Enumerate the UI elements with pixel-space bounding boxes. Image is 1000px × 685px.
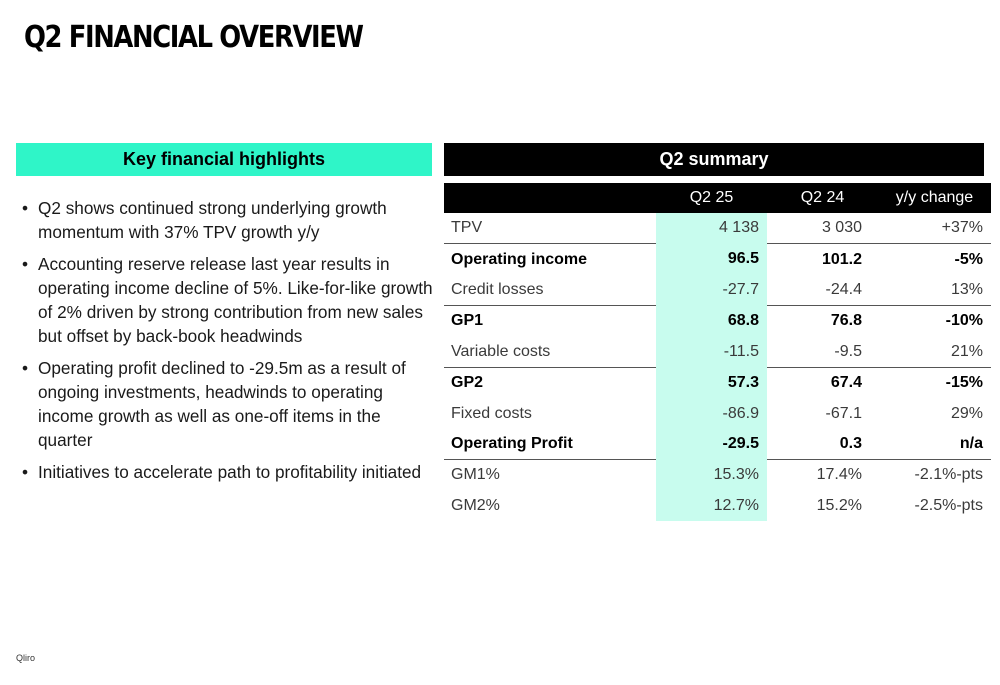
cell-q2-25: 15.3%: [656, 459, 767, 491]
cell-q2-25: -29.5: [656, 428, 767, 460]
table-row: Operating Profit -29.5 0.3 n/a: [444, 428, 991, 460]
cell-q2-25: 57.3: [656, 367, 767, 399]
row-label: GM1%: [444, 459, 656, 491]
table-row: Credit losses -27.7 -24.4 13%: [444, 274, 991, 306]
highlights-list: • Q2 shows continued strong underlying g…: [22, 196, 434, 492]
cell-q2-25: -27.7: [656, 274, 767, 306]
cell-q2-25: 96.5: [656, 243, 767, 275]
highlights-header: Key financial highlights: [16, 143, 432, 176]
footer-logo: Qliro: [16, 653, 36, 663]
table-row: GP1 68.8 76.8 -10%: [444, 305, 991, 337]
cell-q2-24: -9.5: [834, 342, 862, 360]
cell-q2-24: 67.4: [767, 366, 878, 399]
cell-yy-change: 29%: [950, 404, 983, 422]
cell-q2-24: 15.2%: [816, 496, 862, 514]
cell-yy-change: +37%: [941, 219, 983, 237]
row-label: Variable costs: [451, 342, 551, 360]
row-label: Fixed costs: [451, 404, 532, 422]
column-header-yy-change: y/y change: [878, 183, 991, 213]
highlight-item: • Operating profit declined to -29.5m as…: [22, 356, 434, 452]
cell-q2-25: 68.8: [656, 305, 767, 337]
cell-q2-24: 101.2: [767, 243, 878, 275]
column-header-q2-25: Q2 25: [656, 183, 767, 213]
row-label: GP2: [444, 366, 656, 399]
cell-q2-24: -67.1: [825, 404, 862, 422]
cell-q2-24: 3 030: [821, 219, 862, 237]
cell-yy-change: -2.5%-pts: [914, 496, 983, 514]
column-header-q2-24: Q2 24: [767, 183, 878, 213]
highlight-item: • Q2 shows continued strong underlying g…: [22, 196, 434, 244]
table-row: Operating income 96.5 101.2 -5%: [444, 243, 991, 275]
cell-yy-change: n/a: [959, 434, 983, 452]
page-title: Q2 FINANCIAL OVERVIEW: [24, 20, 364, 55]
cell-q2-24: 0.3: [839, 434, 862, 452]
row-label: Operating Profit: [451, 434, 573, 452]
summary-table: Q2 25 Q2 24 y/y change TPV 4 138 3 030 +…: [444, 183, 991, 521]
table-row: GM1% 15.3% 17.4% -2.1%-pts: [444, 459, 991, 491]
row-label: Operating income: [444, 243, 656, 275]
row-label: TPV: [451, 219, 483, 237]
highlight-text: Q2 shows continued strong underlying gro…: [38, 198, 387, 242]
row-label: Credit losses: [451, 280, 544, 298]
cell-yy-change: 21%: [950, 342, 983, 360]
column-header: [444, 183, 656, 213]
cell-q2-25: 4 138: [656, 213, 767, 244]
row-label: GP1: [444, 305, 656, 337]
cell-yy-change: 13%: [950, 280, 983, 298]
cell-yy-change: -2.1%-pts: [878, 459, 991, 491]
table-row: GM2% 12.7% 15.2% -2.5%-pts: [444, 490, 991, 521]
cell-q2-25: -86.9: [656, 398, 767, 429]
cell-yy-change: -5%: [878, 243, 991, 275]
table-row: Fixed costs -86.9 -67.1 29%: [444, 398, 991, 429]
cell-q2-25: 12.7%: [656, 490, 767, 521]
row-label: GM2%: [451, 496, 500, 514]
highlight-text: Accounting reserve release last year res…: [38, 254, 433, 346]
bullet-icon: •: [22, 254, 29, 274]
table-header-row: Q2 25 Q2 24 y/y change: [444, 183, 991, 213]
bullet-icon: •: [22, 358, 29, 378]
bullet-icon: •: [22, 462, 29, 482]
highlight-text: Initiatives to accelerate path to profit…: [38, 462, 422, 482]
summary-header: Q2 summary: [444, 143, 984, 176]
cell-yy-change: -10%: [878, 305, 991, 337]
highlight-item: • Accounting reserve release last year r…: [22, 252, 434, 348]
bullet-icon: •: [22, 198, 29, 218]
highlight-item: • Initiatives to accelerate path to prof…: [22, 460, 434, 484]
highlight-text: Operating profit declined to -29.5m as a…: [38, 358, 406, 450]
cell-q2-24: 76.8: [767, 305, 878, 337]
cell-yy-change: -15%: [878, 366, 991, 399]
table-row: TPV 4 138 3 030 +37%: [444, 213, 991, 244]
table-row: GP2 57.3 67.4 -15%: [444, 366, 991, 399]
cell-q2-25: -11.5: [656, 336, 767, 368]
table-row: Variable costs -11.5 -9.5 21%: [444, 336, 991, 368]
cell-q2-24: -24.4: [825, 280, 862, 298]
cell-q2-24: 17.4%: [767, 459, 878, 491]
